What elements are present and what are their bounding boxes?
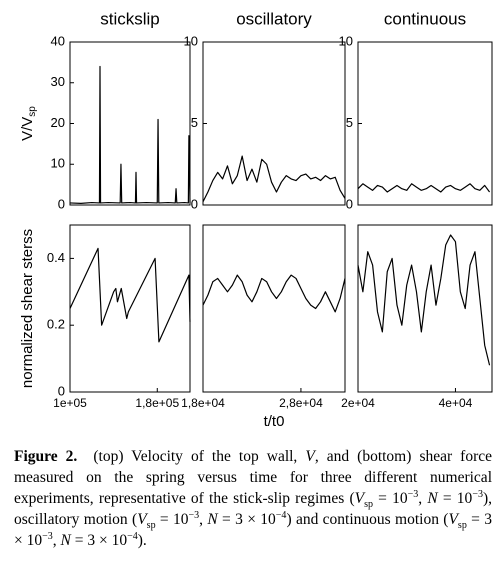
caption-text: −3 <box>472 488 483 500</box>
caption-text: N <box>60 532 71 549</box>
caption-text: = 3 × 10 <box>217 511 276 528</box>
plot-frame <box>357 41 493 206</box>
caption-text: , <box>418 490 428 507</box>
plot-frame <box>202 41 346 206</box>
x-tick-label: 1e+05 <box>53 396 87 410</box>
caption-text: = 10 <box>437 490 473 507</box>
caption-text: V <box>137 511 147 528</box>
caption-text: = 10 <box>372 490 408 507</box>
x-tick-label: 4e+04 <box>439 396 473 410</box>
y-tick-label: 5 <box>191 115 198 130</box>
caption-text: −4 <box>127 530 138 542</box>
caption-text: sp <box>146 520 156 532</box>
y-axis-label-sub: sp <box>27 106 38 117</box>
caption-text: , and (bottom) shear force measured on t… <box>14 448 493 507</box>
caption-text: −4 <box>275 509 287 521</box>
x-tick-label: 2,8e+04 <box>279 396 323 410</box>
caption-text: −3 <box>188 509 200 521</box>
y-tick-label: 0 <box>346 196 353 211</box>
caption-text: ), oscillatory motion ( <box>14 490 492 528</box>
y-axis-label: V/Vsp <box>19 106 38 141</box>
plot-frame <box>202 224 346 393</box>
y-tick-label: 40 <box>51 33 65 48</box>
y-axis-label: normalized shear sterss <box>19 229 36 388</box>
x-axis-label: t/t0 <box>264 413 285 430</box>
y-axis-label-main: V/V <box>19 117 36 141</box>
y-tick-label: 30 <box>51 74 65 89</box>
caption-text: V <box>305 448 315 465</box>
data-line <box>69 247 191 343</box>
y-tick-label: 0 <box>191 196 198 211</box>
y-tick-label: 10 <box>51 156 65 171</box>
caption-text: N <box>427 490 438 507</box>
panel-title: stickslip <box>100 9 160 28</box>
data-line <box>202 274 346 313</box>
caption-text: = 3 × 10 <box>14 511 492 549</box>
caption-text: (top) Velocity of the top wall, <box>93 448 306 465</box>
y-tick-label: 0.4 <box>47 250 65 265</box>
y-axis-label-main: normalized shear sterss <box>19 229 36 388</box>
caption-text: V <box>448 511 458 528</box>
caption-text: N <box>207 511 218 528</box>
plot-frame <box>69 41 191 206</box>
x-tick-label: 2e+04 <box>341 396 375 410</box>
data-line <box>357 183 491 193</box>
y-tick-label: 20 <box>51 115 65 130</box>
caption-text: sp <box>457 520 467 532</box>
caption-text: = 3 × 10 <box>70 532 128 549</box>
panel-title: continuous <box>384 9 466 28</box>
caption-text: −3 <box>42 530 53 542</box>
y-tick-label: 5 <box>346 115 353 130</box>
caption-text: , <box>52 532 61 549</box>
plot-frame <box>357 224 493 393</box>
y-tick-label: 10 <box>339 33 353 48</box>
x-tick-label: 1,8e+05 <box>135 396 179 410</box>
caption-text: V <box>354 490 365 507</box>
caption: Figure 2. (top) Velocity of the top wall… <box>14 446 492 551</box>
caption-text: ). <box>137 532 147 549</box>
data-line <box>357 234 491 366</box>
y-tick-label: 0.2 <box>47 317 65 332</box>
data-line <box>202 155 346 203</box>
caption-text: −3 <box>407 488 419 500</box>
x-tick-label: 1,8e+04 <box>181 396 225 410</box>
y-tick-label: 10 <box>184 33 198 48</box>
panel-title: oscillatory <box>236 9 312 28</box>
figure: 0 10 20 30 40 stickslip V/Vsp 0 5 10 oscillatory 0 5… <box>19 9 493 430</box>
caption-text: = 10 <box>155 511 189 528</box>
y-tick-label: 0 <box>58 196 65 211</box>
caption-label: Figure 2. <box>14 448 78 465</box>
caption-text: , <box>199 511 208 528</box>
y-tick-label: 0 <box>58 383 65 398</box>
caption-text: sp <box>364 499 373 511</box>
data-line <box>69 65 191 204</box>
caption-text: ) and continuous motion ( <box>286 511 449 528</box>
